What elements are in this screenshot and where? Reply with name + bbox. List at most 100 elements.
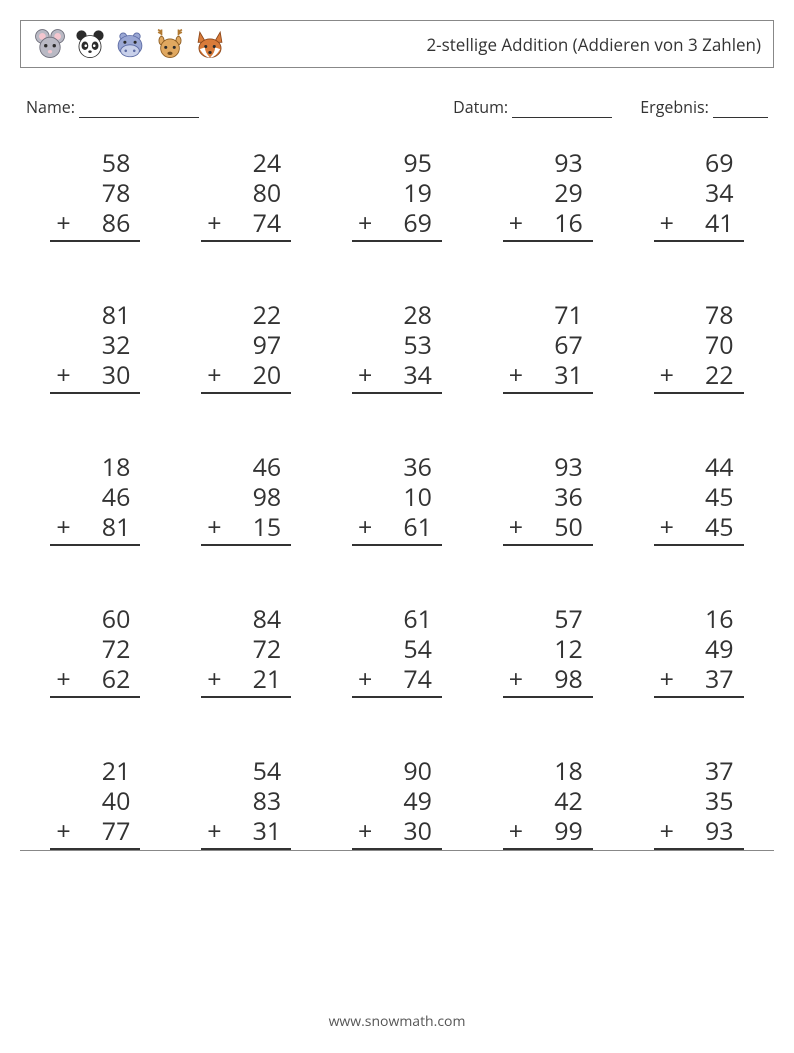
addend: 78 (50, 178, 140, 208)
problems-grid: 5878+862480+749519+699329+166934+418132+… (20, 148, 774, 850)
operator-row: +45 (654, 512, 744, 546)
operator-row: +30 (352, 816, 442, 850)
header-bar: 2-stellige Addition (Addieren von 3 Zahl… (20, 20, 774, 68)
footer-text: www.snowmath.com (0, 1012, 794, 1031)
addend: 42 (503, 786, 593, 816)
operator-row: +93 (654, 816, 744, 850)
worksheet-title: 2-stellige Addition (Addieren von 3 Zahl… (426, 33, 761, 56)
plus-sign: + (50, 360, 70, 390)
problem: 2140+77 (50, 756, 140, 850)
operator-row: +81 (50, 512, 140, 546)
problem: 6072+62 (50, 604, 140, 698)
problem: 9329+16 (503, 148, 593, 242)
problem: 3735+93 (654, 756, 744, 850)
plus-sign: + (201, 208, 221, 238)
addend: 69 (372, 208, 442, 238)
addend: 99 (523, 816, 593, 846)
addend: 22 (201, 300, 291, 330)
name-blank[interactable] (79, 101, 199, 118)
plus-sign: + (503, 208, 523, 238)
plus-sign: + (503, 816, 523, 846)
addend: 24 (201, 148, 291, 178)
plus-sign: + (50, 816, 70, 846)
footer-rule (20, 850, 774, 851)
operator-row: +69 (352, 208, 442, 242)
deer-icon (153, 27, 187, 61)
operator-row: +37 (654, 664, 744, 698)
addend: 70 (654, 330, 744, 360)
addend: 62 (71, 664, 141, 694)
addend: 53 (352, 330, 442, 360)
addend: 93 (503, 148, 593, 178)
problem: 8472+21 (201, 604, 291, 698)
addend: 22 (674, 360, 744, 390)
problem: 9049+30 (352, 756, 442, 850)
operator-row: +86 (50, 208, 140, 242)
date-blank[interactable] (512, 101, 612, 118)
addend: 10 (352, 482, 442, 512)
problem: 5712+98 (503, 604, 593, 698)
addend: 45 (674, 512, 744, 542)
addend: 45 (654, 482, 744, 512)
plus-sign: + (352, 208, 372, 238)
plus-sign: + (654, 512, 674, 542)
plus-sign: + (654, 360, 674, 390)
addend: 44 (654, 452, 744, 482)
problem: 4698+15 (201, 452, 291, 546)
addend: 72 (50, 634, 140, 664)
addend: 41 (674, 208, 744, 238)
operator-row: +34 (352, 360, 442, 394)
addend: 30 (71, 360, 141, 390)
addend: 37 (674, 664, 744, 694)
addend: 78 (654, 300, 744, 330)
operator-row: +20 (201, 360, 291, 394)
addend: 46 (201, 452, 291, 482)
addend: 18 (50, 452, 140, 482)
addend: 71 (503, 300, 593, 330)
addend: 81 (50, 300, 140, 330)
plus-sign: + (503, 512, 523, 542)
plus-sign: + (50, 512, 70, 542)
plus-sign: + (201, 360, 221, 390)
fox-icon (193, 27, 227, 61)
plus-sign: + (654, 816, 674, 846)
addend: 18 (503, 756, 593, 786)
plus-sign: + (352, 664, 372, 694)
panda-icon (73, 27, 107, 61)
problem: 5483+31 (201, 756, 291, 850)
plus-sign: + (201, 512, 221, 542)
operator-row: +31 (503, 360, 593, 394)
addend: 35 (654, 786, 744, 816)
addend: 36 (352, 452, 442, 482)
addend: 34 (654, 178, 744, 208)
addend: 98 (201, 482, 291, 512)
addend: 81 (71, 512, 141, 542)
problem: 4445+45 (654, 452, 744, 546)
plus-sign: + (503, 664, 523, 694)
plus-sign: + (201, 816, 221, 846)
operator-row: +62 (50, 664, 140, 698)
operator-row: +61 (352, 512, 442, 546)
addend: 20 (221, 360, 291, 390)
plus-sign: + (50, 664, 70, 694)
hippo-icon (113, 27, 147, 61)
operator-row: +16 (503, 208, 593, 242)
info-row: Name: Datum: Ergebnis: (20, 96, 774, 118)
plus-sign: + (654, 664, 674, 694)
addend: 36 (503, 482, 593, 512)
problem: 1649+37 (654, 604, 744, 698)
addend: 49 (654, 634, 744, 664)
addend: 30 (372, 816, 442, 846)
problem: 1846+81 (50, 452, 140, 546)
addend: 15 (221, 512, 291, 542)
addend: 21 (50, 756, 140, 786)
addend: 60 (50, 604, 140, 634)
problem: 1842+99 (503, 756, 593, 850)
problem: 7870+22 (654, 300, 744, 394)
result-blank[interactable] (713, 101, 768, 118)
plus-sign: + (352, 512, 372, 542)
addend: 97 (201, 330, 291, 360)
addend: 46 (50, 482, 140, 512)
problem: 2480+74 (201, 148, 291, 242)
operator-row: +77 (50, 816, 140, 850)
